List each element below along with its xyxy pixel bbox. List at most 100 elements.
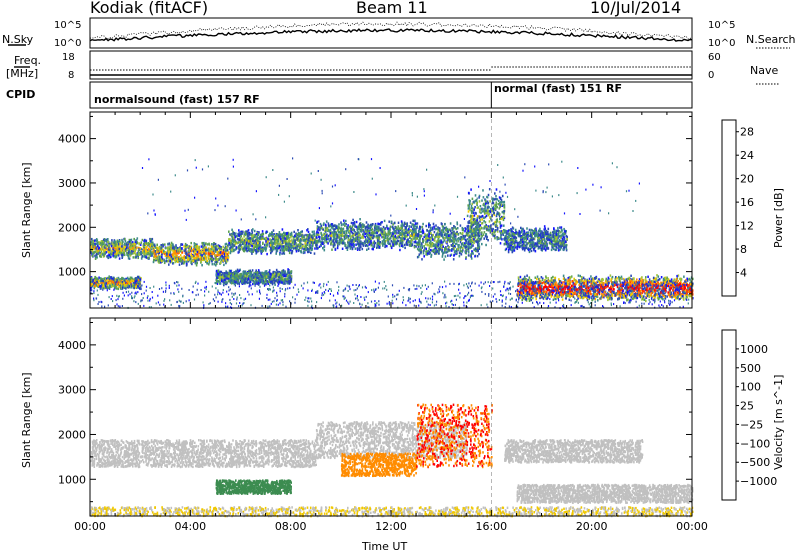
power-cell: [467, 229, 470, 233]
power-cell: [470, 204, 473, 208]
power-cell: [112, 251, 115, 255]
power-cell: [291, 249, 294, 253]
power-cell: [413, 241, 416, 244]
power-cell: [483, 231, 486, 234]
power-cell: [132, 246, 134, 250]
power-cell: [475, 249, 477, 253]
power-cell: [355, 220, 358, 224]
power-cell: [136, 252, 139, 256]
power-cell: [564, 230, 566, 233]
power-cell: [428, 235, 430, 238]
power-cell: [192, 249, 195, 253]
power-cell: [243, 245, 246, 248]
power-cell: [313, 232, 316, 236]
power-cell: [494, 208, 496, 211]
power-cell: [409, 236, 411, 239]
power-cell: [485, 237, 488, 240]
power-cell: [478, 237, 481, 241]
power-cell: [280, 233, 283, 236]
power-cell: [522, 240, 524, 244]
power-cell: [140, 241, 143, 244]
power-cell: [188, 254, 190, 257]
power-cell: [256, 234, 259, 237]
power-cell: [481, 231, 483, 234]
power-cell: [352, 238, 355, 241]
power-cell: [381, 230, 384, 234]
power-cell: [483, 209, 485, 212]
x-axis-label: Time UT: [362, 540, 408, 553]
power-cell: [376, 236, 379, 240]
power-cell: [286, 240, 288, 243]
power-cell: [123, 253, 126, 257]
power-cell: [329, 231, 332, 235]
power-cell: [193, 252, 196, 255]
power-cell: [424, 234, 427, 237]
power-cell: [434, 228, 437, 231]
power-cell: [252, 234, 254, 237]
power-cell: [317, 226, 320, 229]
power-cell: [422, 252, 425, 255]
power-cell: [282, 240, 284, 243]
power-cell: [139, 243, 142, 246]
power-cell: [308, 234, 311, 237]
power-cell: [467, 191, 470, 195]
power-cell: [284, 248, 287, 251]
power-cell: [285, 242, 287, 245]
power-cell: [199, 255, 201, 258]
nave-tick-bottom: 0: [708, 70, 715, 81]
power-cell: [271, 241, 274, 245]
power-cell: [400, 220, 403, 223]
power-cell: [160, 247, 162, 250]
power-cell: [293, 246, 295, 249]
power-cell: [384, 245, 386, 249]
power-cell: [389, 225, 392, 228]
power-cell: [283, 234, 285, 237]
power-cell: [161, 253, 163, 256]
power-cell: [470, 230, 472, 233]
power-cell: [447, 254, 449, 257]
power-cell: [190, 241, 192, 245]
power-cell: [130, 246, 132, 249]
power-cell: [365, 225, 368, 229]
power-cell: [363, 240, 366, 243]
power-cell: [131, 244, 133, 247]
power-cell: [359, 242, 362, 245]
power-cell: [257, 241, 259, 245]
power-cell: [112, 248, 115, 251]
power-cell: [404, 226, 407, 230]
power-cell: [209, 251, 212, 255]
power-cell: [231, 247, 234, 250]
power-cell: [154, 244, 156, 248]
power-cell: [499, 231, 502, 235]
power-cell: [280, 237, 283, 240]
power-cell: [423, 255, 425, 258]
power-cell: [564, 244, 567, 247]
power-cell: [239, 240, 241, 243]
power-cell: [199, 253, 202, 256]
power-cell: [113, 239, 116, 242]
power-cell: [215, 244, 218, 248]
power-cell: [172, 243, 174, 246]
power-cell: [252, 235, 255, 239]
power-cell: [403, 222, 406, 226]
power-cell: [363, 231, 365, 234]
power-cell: [233, 233, 236, 237]
power-cell: [95, 247, 97, 250]
power-cell: [399, 228, 402, 232]
power-cell: [276, 249, 279, 252]
power-cell: [484, 215, 487, 219]
power-cell: [416, 235, 419, 238]
power-cell: [149, 244, 151, 247]
power-cell: [310, 251, 312, 254]
power-cell: [107, 244, 109, 247]
power-cell: [91, 254, 94, 257]
power-cell: [444, 222, 446, 226]
power-cell: [242, 248, 244, 251]
power-cell: [354, 247, 357, 250]
power-cell: [96, 242, 99, 245]
power-cell: [538, 229, 540, 232]
power-cell: [177, 252, 179, 255]
power-cell: [545, 247, 548, 250]
power-cell: [307, 230, 310, 234]
power-cell: [140, 247, 143, 251]
